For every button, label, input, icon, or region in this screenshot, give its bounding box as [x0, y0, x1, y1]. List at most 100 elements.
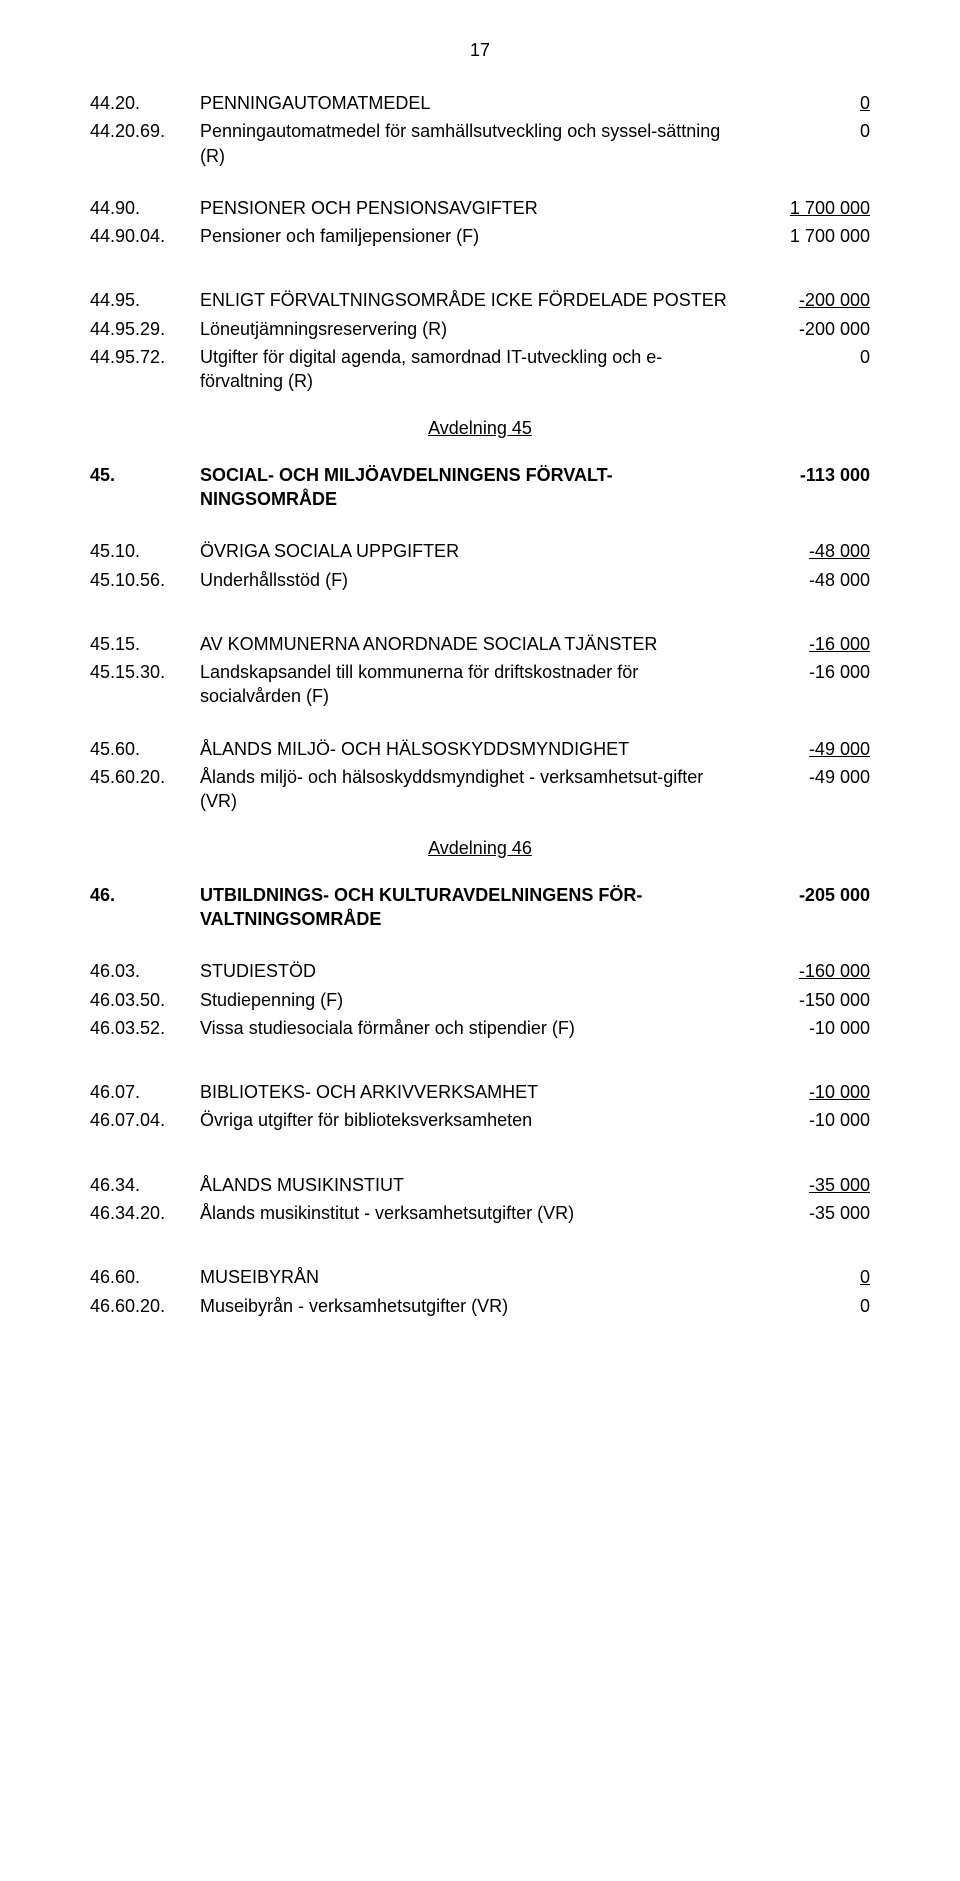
budget-line: 45.SOCIAL- OCH MILJÖAVDELNINGENS FÖRVALT… — [90, 463, 870, 512]
line-label: Studiepenning (F) — [200, 988, 750, 1012]
budget-line: 45.15.30.Landskapsandel till kommunerna … — [90, 660, 870, 709]
line-value: -35 000 — [750, 1201, 870, 1225]
line-code: 46.03.52. — [90, 1016, 200, 1040]
line-label: ÅLANDS MUSIKINSTIUT — [200, 1173, 750, 1197]
spacer — [90, 515, 870, 539]
line-value: -200 000 — [750, 317, 870, 341]
line-value: 0 — [750, 345, 870, 369]
line-value: 0 — [750, 1294, 870, 1318]
budget-line: 44.95.72.Utgifter för digital agenda, sa… — [90, 345, 870, 394]
budget-line: 44.95.ENLIGT FÖRVALTNINGSOMRÅDE ICKE FÖR… — [90, 288, 870, 312]
line-label: PENNINGAUTOMATMEDEL — [200, 91, 750, 115]
line-label: Landskapsandel till kommunerna för drift… — [200, 660, 750, 709]
line-code: 44.95.72. — [90, 345, 200, 369]
line-value: 0 — [750, 1265, 870, 1289]
line-code: 44.20.69. — [90, 119, 200, 143]
line-value: 0 — [750, 91, 870, 115]
line-label: SOCIAL- OCH MILJÖAVDELNINGENS FÖRVALT-NI… — [200, 463, 750, 512]
line-label: Underhållsstöd (F) — [200, 568, 750, 592]
line-label: Vissa studiesociala förmåner och stipend… — [200, 1016, 750, 1040]
document-page: 17 44.20.PENNINGAUTOMATMEDEL044.20.69.Pe… — [0, 0, 960, 1382]
line-code: 45.15.30. — [90, 660, 200, 684]
line-value: -16 000 — [750, 632, 870, 656]
budget-line: 45.60.20.Ålands miljö- och hälsoskyddsmy… — [90, 765, 870, 814]
budget-line: 46.60.20.Museibyrån - verksamhetsutgifte… — [90, 1294, 870, 1318]
spacer — [90, 935, 870, 959]
line-code: 45.60. — [90, 737, 200, 761]
line-value: -35 000 — [750, 1173, 870, 1197]
line-value: 1 700 000 — [750, 196, 870, 220]
budget-line: 44.95.29.Löneutjämningsreservering (R)-2… — [90, 317, 870, 341]
line-label: ENLIGT FÖRVALTNINGSOMRÅDE ICKE FÖRDELADE… — [200, 288, 750, 312]
budget-line: 46.03.52.Vissa studiesociala förmåner oc… — [90, 1016, 870, 1040]
line-code: 45.10.56. — [90, 568, 200, 592]
line-value: -10 000 — [750, 1016, 870, 1040]
line-value: 1 700 000 — [750, 224, 870, 248]
line-value: -160 000 — [750, 959, 870, 983]
line-label: Pensioner och familjepensioner (F) — [200, 224, 750, 248]
budget-line: 46.34.ÅLANDS MUSIKINSTIUT-35 000 — [90, 1173, 870, 1197]
spacer — [90, 1137, 870, 1173]
section-divider: Avdelning 45 — [90, 418, 870, 439]
line-label: ÖVRIGA SOCIALA UPPGIFTER — [200, 539, 750, 563]
budget-line: 46.UTBILDNINGS- OCH KULTURAVDELNINGENS F… — [90, 883, 870, 932]
line-label: MUSEIBYRÅN — [200, 1265, 750, 1289]
budget-line: 45.60.ÅLANDS MILJÖ- OCH HÄLSOSKYDDSMYNDI… — [90, 737, 870, 761]
budget-line: 46.60.MUSEIBYRÅN0 — [90, 1265, 870, 1289]
line-code: 45.10. — [90, 539, 200, 563]
line-value: -48 000 — [750, 539, 870, 563]
budget-line: 45.10.56.Underhållsstöd (F)-48 000 — [90, 568, 870, 592]
line-code: 44.90. — [90, 196, 200, 220]
line-label: Penningautomatmedel för samhällsutveckli… — [200, 119, 750, 168]
page-number: 17 — [90, 40, 870, 61]
spacer — [90, 172, 870, 196]
budget-line: 44.20.69.Penningautomatmedel för samhäll… — [90, 119, 870, 168]
line-label: AV KOMMUNERNA ANORDNADE SOCIALA TJÄNSTER — [200, 632, 750, 656]
line-value: -49 000 — [750, 765, 870, 789]
line-label: Löneutjämningsreservering (R) — [200, 317, 750, 341]
line-label: PENSIONER OCH PENSIONSAVGIFTER — [200, 196, 750, 220]
spacer — [90, 1044, 870, 1080]
line-code: 46.07. — [90, 1080, 200, 1104]
line-code: 45.15. — [90, 632, 200, 656]
line-code: 46.03. — [90, 959, 200, 983]
spacer — [90, 1229, 870, 1265]
line-value: -113 000 — [750, 463, 870, 487]
line-value: 0 — [750, 119, 870, 143]
section-divider: Avdelning 46 — [90, 838, 870, 859]
line-code: 45. — [90, 463, 200, 487]
line-label: Ålands musikinstitut - verksamhetsutgift… — [200, 1201, 750, 1225]
line-code: 46.60.20. — [90, 1294, 200, 1318]
line-value: -150 000 — [750, 988, 870, 1012]
line-code: 46.03.50. — [90, 988, 200, 1012]
spacer — [90, 713, 870, 737]
line-label: Övriga utgifter för biblioteksverksamhet… — [200, 1108, 750, 1132]
line-value: -10 000 — [750, 1108, 870, 1132]
budget-line: 46.07.04.Övriga utgifter för biblioteksv… — [90, 1108, 870, 1132]
line-code: 45.60.20. — [90, 765, 200, 789]
line-label: BIBLIOTEKS- OCH ARKIVVERKSAMHET — [200, 1080, 750, 1104]
line-label: Museibyrån - verksamhetsutgifter (VR) — [200, 1294, 750, 1318]
line-label: ÅLANDS MILJÖ- OCH HÄLSOSKYDDSMYNDIGHET — [200, 737, 750, 761]
line-value: -200 000 — [750, 288, 870, 312]
line-label: UTBILDNINGS- OCH KULTURAVDELNINGENS FÖR-… — [200, 883, 750, 932]
budget-line: 46.03.50.Studiepenning (F)-150 000 — [90, 988, 870, 1012]
line-value: -48 000 — [750, 568, 870, 592]
budget-line: 45.15.AV KOMMUNERNA ANORDNADE SOCIALA TJ… — [90, 632, 870, 656]
spacer — [90, 252, 870, 288]
line-code: 46.34. — [90, 1173, 200, 1197]
line-value: -49 000 — [750, 737, 870, 761]
line-code: 46.07.04. — [90, 1108, 200, 1132]
budget-line: 45.10.ÖVRIGA SOCIALA UPPGIFTER-48 000 — [90, 539, 870, 563]
line-code: 44.95.29. — [90, 317, 200, 341]
budget-line: 44.90.PENSIONER OCH PENSIONSAVGIFTER1 70… — [90, 196, 870, 220]
line-code: 46. — [90, 883, 200, 907]
budget-line: 46.07.BIBLIOTEKS- OCH ARKIVVERKSAMHET-10… — [90, 1080, 870, 1104]
line-label: Ålands miljö- och hälsoskyddsmyndighet -… — [200, 765, 750, 814]
line-label: Utgifter för digital agenda, samordnad I… — [200, 345, 750, 394]
budget-line: 46.03.STUDIESTÖD-160 000 — [90, 959, 870, 983]
line-code: 44.95. — [90, 288, 200, 312]
line-code: 44.20. — [90, 91, 200, 115]
line-value: -10 000 — [750, 1080, 870, 1104]
line-code: 44.90.04. — [90, 224, 200, 248]
